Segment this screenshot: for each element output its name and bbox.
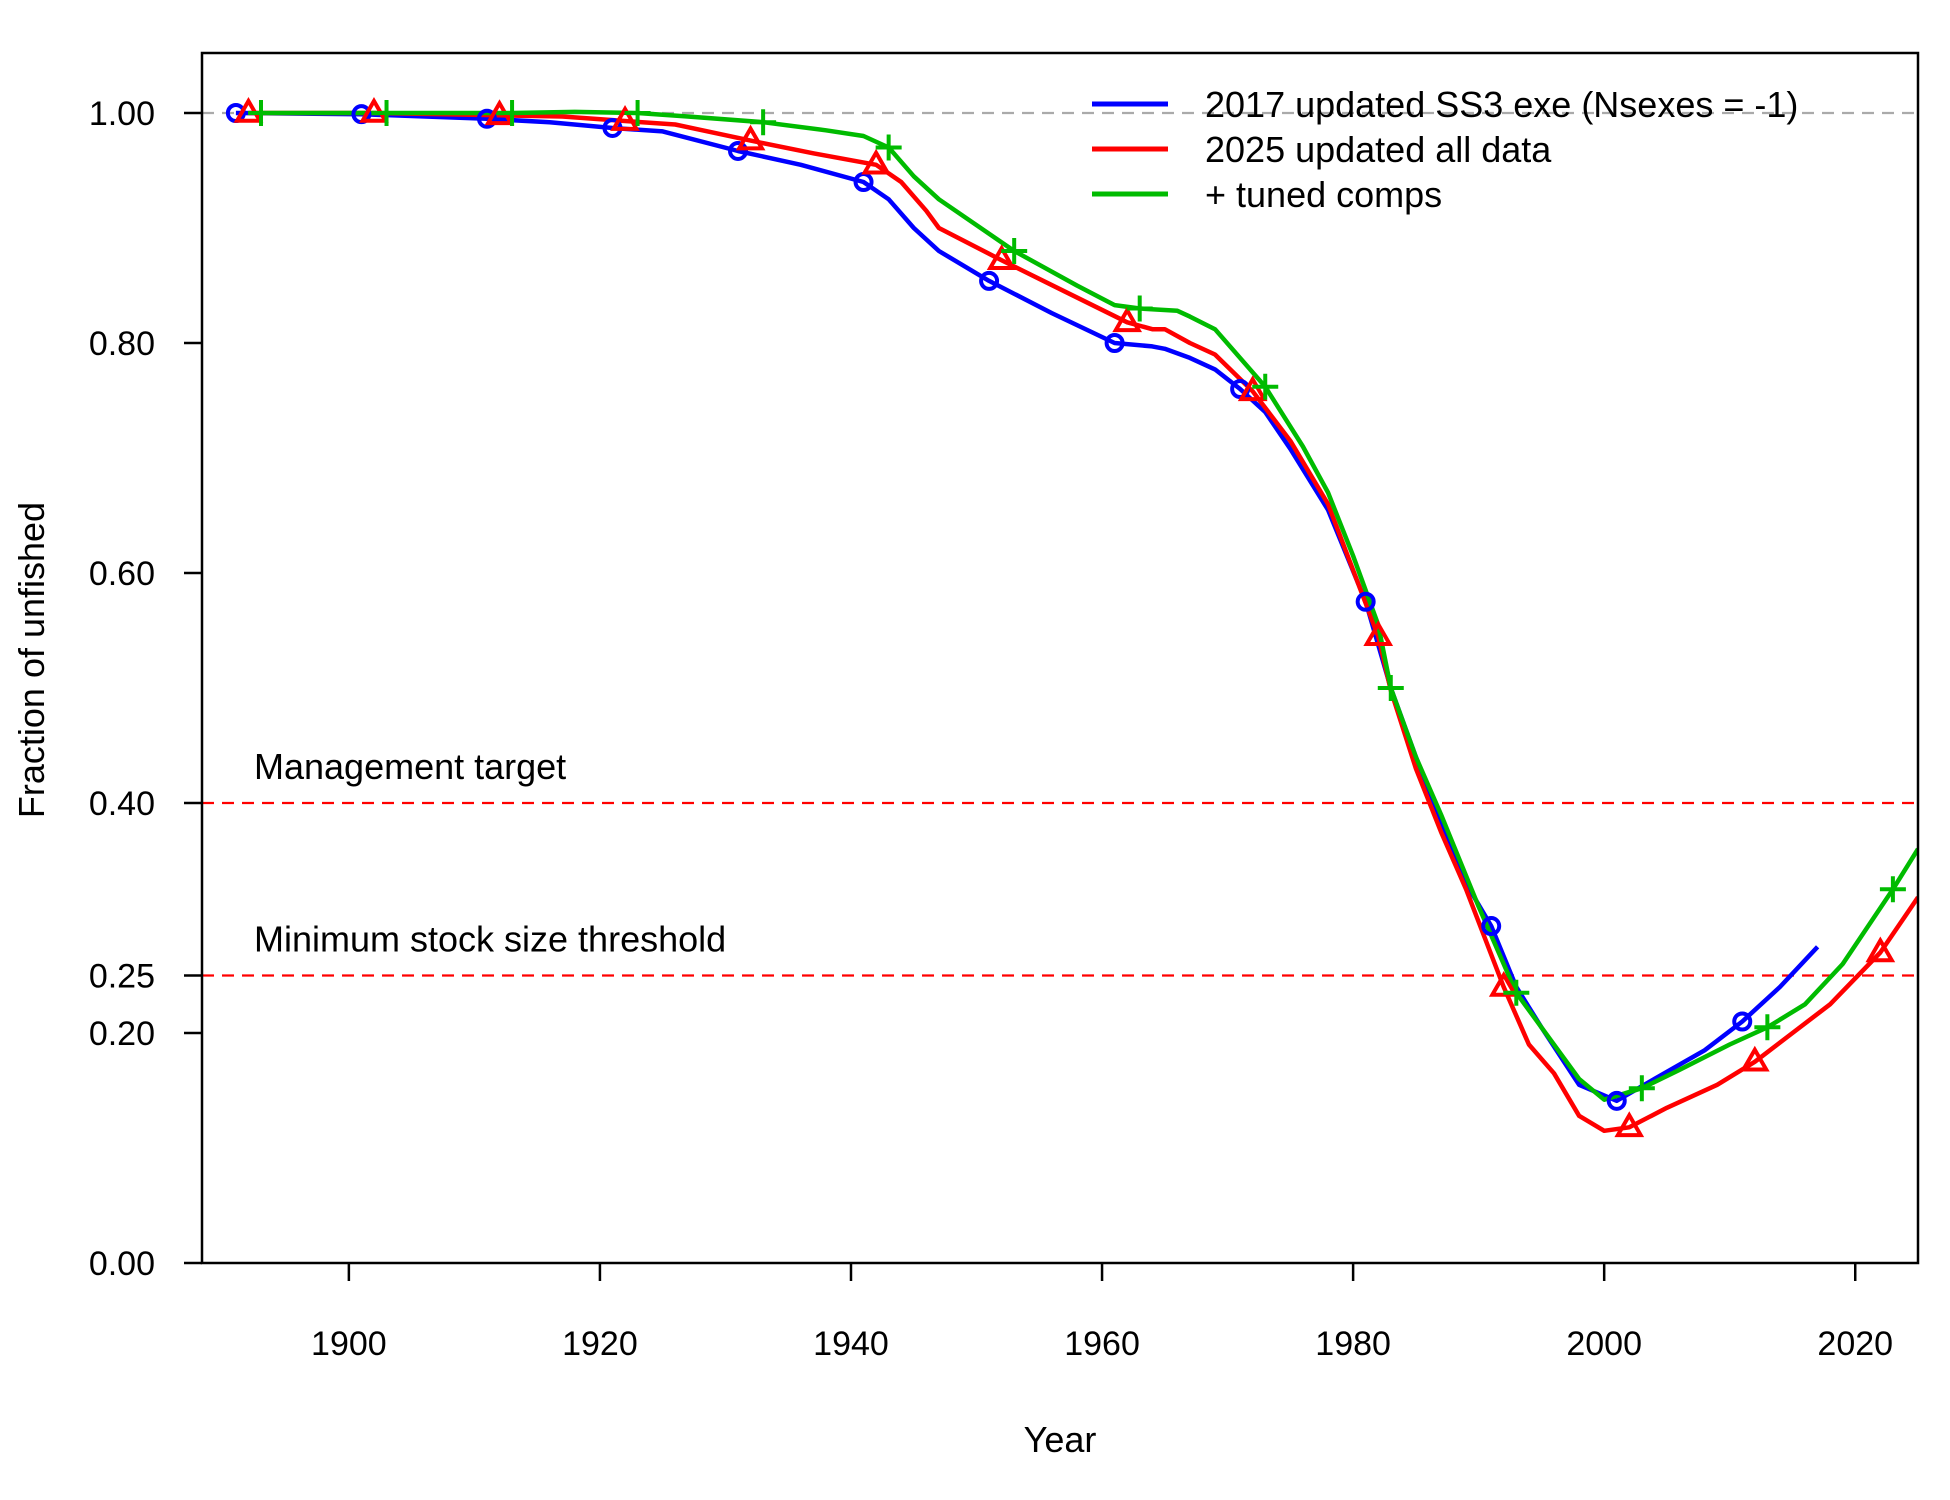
data-point [1112,306,1143,333]
data-point [1488,970,1519,997]
plot-area [202,96,1918,1138]
reference-line-label: Management target [254,746,566,787]
data-point [1865,936,1896,963]
data-point [499,100,526,126]
data-point [1237,375,1268,402]
x-axis: 1900 1920 1940 1960 1980 2000 2020 [311,1263,1893,1363]
data-point [979,270,1000,291]
x-tick-label: 2020 [1817,1325,1893,1363]
data-point [359,96,389,123]
data-point [1606,1090,1627,1111]
x-axis-title: Year [1024,1419,1097,1460]
y-tick-label: 1.00 [89,95,155,133]
annotations: Management target Minimum stock size thre… [254,746,726,960]
data-point [1363,620,1394,647]
data-point [247,100,274,126]
data-point [1739,1045,1770,1072]
data-point [1001,238,1028,264]
data-point [476,108,497,129]
data-point [735,124,766,151]
y-axis-title: Fraction of unfished [11,502,52,818]
data-point [1252,373,1279,400]
legend-label: 2025 updated all data [1205,129,1552,170]
legend-label: + tuned comps [1205,174,1442,215]
y-axis: 0.00 0.20 0.25 0.40 0.60 0.80 1.00 [89,95,202,1283]
data-point [373,100,400,126]
x-tick-label: 1940 [813,1325,889,1363]
legend-label: 2017 updated SS3 exe (Nsexes = -1) [1205,84,1798,125]
data-point [750,109,777,136]
data-point [1628,1075,1655,1102]
reference-line-label: Minimum stock size threshold [254,919,726,960]
series-line [261,109,1918,1102]
data-point [1614,1111,1645,1138]
series-line [248,110,1918,1134]
data-point [1732,1011,1753,1032]
y-tick-label: 0.25 [89,958,155,996]
data-point [1104,333,1125,353]
data-point [1754,1014,1781,1041]
data-point [1481,916,1502,937]
x-tick-label: 1920 [562,1325,638,1363]
x-tick-label: 1960 [1064,1325,1140,1363]
y-tick-label: 0.20 [89,1015,155,1053]
data-point [1126,295,1153,322]
data-point [233,96,264,123]
x-tick-label: 2000 [1566,1325,1642,1363]
series-line [235,110,1820,1104]
data-point [986,244,1017,270]
y-tick-label: 0.00 [89,1245,155,1283]
legend: 2017 updated SS3 exe (Nsexes = -1)2025 u… [1092,84,1798,215]
data-point [610,105,640,131]
data-point [861,148,891,175]
data-point [1879,876,1906,903]
y-tick-label: 0.60 [89,555,155,593]
data-point [728,140,749,161]
data-point [1355,591,1376,612]
y-tick-label: 0.40 [89,785,155,823]
data-point [624,100,651,126]
data-point [875,134,902,161]
data-point [1377,675,1404,701]
x-tick-label: 1900 [311,1325,387,1363]
data-point [1503,979,1530,1006]
x-tick-label: 1980 [1315,1325,1391,1363]
plot-frame [200,51,1920,1265]
y-tick-label: 0.80 [89,325,155,363]
